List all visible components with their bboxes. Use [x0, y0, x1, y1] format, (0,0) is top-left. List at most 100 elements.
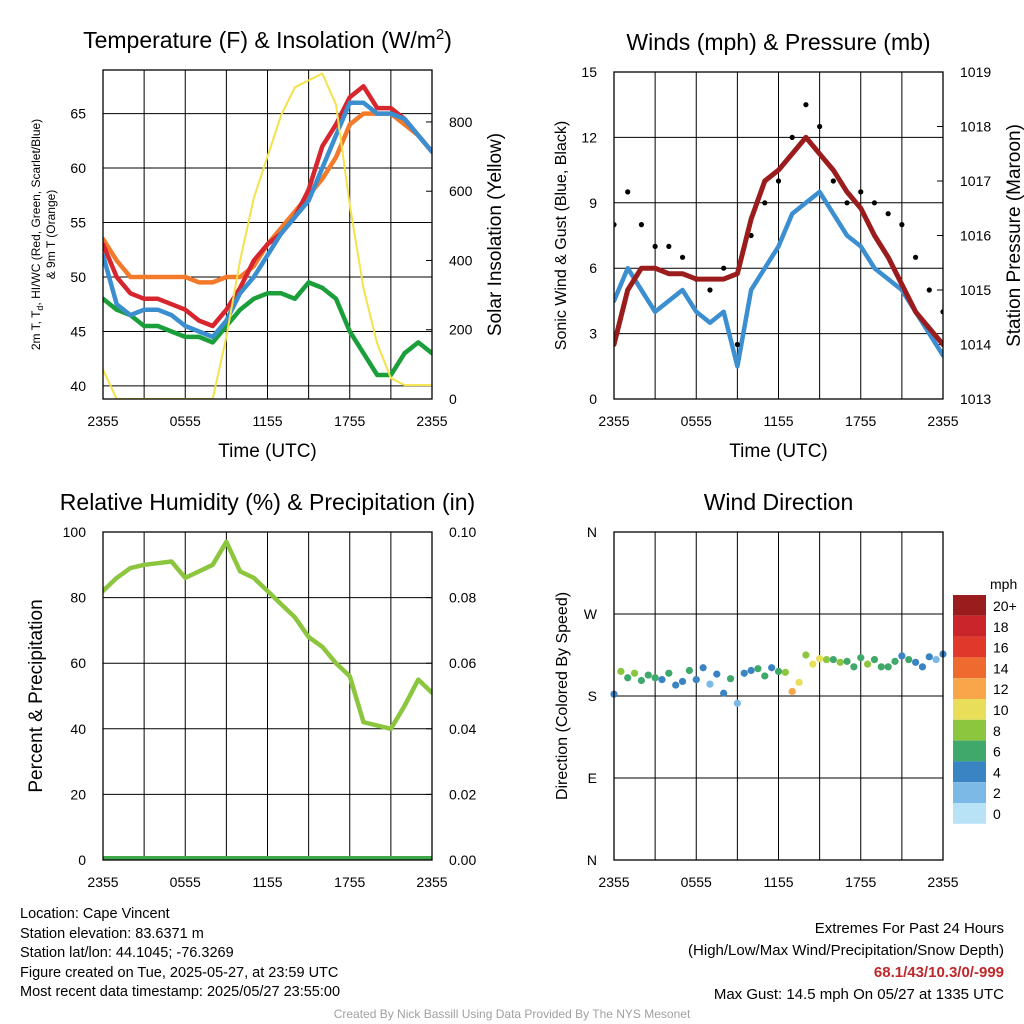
y2-axis-label: Solar Insolation (Yellow)	[485, 133, 506, 336]
y-tick-label: 9	[589, 195, 597, 211]
wind-direction-point	[644, 671, 652, 679]
gust-point	[666, 243, 672, 249]
legend-swatch	[953, 615, 986, 637]
extremes-title: Extremes For Past 24 Hours	[814, 920, 1004, 937]
figure-created: Figure created on Tue, 2025-05-27, at 23…	[20, 964, 339, 981]
wind-direction-point	[850, 663, 858, 671]
y-axis-label-line2: & 9m T (Orange)	[44, 190, 58, 280]
y2-tick-label: 0.00	[449, 852, 476, 868]
series-line	[103, 72, 432, 399]
series-group	[103, 72, 432, 399]
y2-tick-label: 600	[449, 183, 473, 199]
gust-point	[721, 265, 727, 271]
wind-direction-point	[809, 660, 817, 668]
wind-direction-point	[816, 655, 824, 663]
wind-direction-point	[843, 657, 851, 665]
y2-tick-label: 0.08	[449, 590, 476, 606]
wind-direction-point	[802, 651, 810, 659]
wind-direction-point	[836, 658, 844, 666]
y-axis-label: Sonic Wind & Gust (Blue, Black)	[553, 121, 570, 350]
extremes-values: 68.1/43/10.3/0/-999	[873, 964, 1004, 981]
extremes-info: Extremes For Past 24 Hours (High/Low/Max…	[688, 918, 1004, 1006]
wind-direction-point	[658, 676, 666, 684]
gust-point	[775, 178, 782, 184]
wind-direction-point	[720, 689, 728, 697]
y-axis-label: 2m T, Td, HI/WC (Red, Green, Scarlet/Blu…	[29, 119, 45, 350]
plot-frame	[102, 69, 433, 400]
legend-swatch	[953, 761, 986, 783]
wind-direction-point	[925, 653, 933, 661]
y-tick-label: 3	[589, 326, 597, 342]
gust-point	[899, 222, 905, 228]
gust-point	[830, 178, 836, 184]
legend-swatch	[953, 657, 986, 679]
wind-direction-point	[617, 667, 625, 676]
gust-point	[912, 254, 919, 260]
wind-direction-point	[665, 669, 673, 677]
wind-direction-point	[877, 663, 885, 671]
recent-timestamp: Most recent data timestamp: 2025/05/27 2…	[20, 984, 341, 1000]
chart-title: Relative Humidity (%) & Precipitation (i…	[60, 489, 475, 515]
plot-frame	[613, 531, 944, 861]
wind-direction-point	[637, 676, 646, 685]
y2-tick-label: 0	[449, 391, 457, 407]
y-tick-label: N	[587, 524, 597, 540]
wind-line	[614, 189, 943, 369]
gust-point	[817, 123, 823, 130]
legend-label: 14	[993, 660, 1009, 676]
y2-tick-label: 400	[449, 252, 473, 268]
wind-direction-point	[774, 667, 783, 676]
x-tick-label: 0555	[170, 874, 201, 890]
x-tick-label: 1155	[252, 413, 282, 429]
wind-direction-point	[740, 669, 748, 677]
y-tick-label: S	[588, 688, 597, 704]
wind-direction-point	[905, 655, 913, 664]
y2-tick-label: 0.02	[449, 786, 476, 802]
gust-point	[679, 254, 686, 260]
wind-direction-point	[857, 654, 865, 662]
legend-swatch	[953, 699, 986, 720]
wind-direction-point	[761, 672, 769, 680]
legend-label: 20+	[993, 598, 1017, 614]
legend-swatch	[953, 782, 986, 803]
y-tick-label: 50	[70, 269, 86, 285]
wind-direction-point	[795, 678, 803, 686]
y-tick-label: E	[588, 770, 597, 786]
gust-point	[789, 134, 795, 140]
x-tick-label: 2355	[416, 413, 447, 429]
y-tick-label: 20	[70, 786, 86, 802]
y-tick-label: 60	[70, 160, 86, 176]
x-tick-label: 2355	[927, 413, 958, 429]
series-line	[103, 280, 432, 378]
y-axis-label: Percent & Precipitation	[26, 599, 47, 792]
wind-direction-point	[672, 681, 680, 689]
wind-direction-point	[932, 655, 940, 664]
station-elevation: Station elevation: 83.6371 m	[20, 925, 204, 942]
gust-point	[762, 200, 768, 206]
winds-panel: 2355 0555 1155 1755 2355 Winds (mph) & Pressu…	[553, 29, 1024, 462]
y2-tick-label: 0.10	[449, 524, 476, 540]
wind-direction-point	[685, 666, 693, 675]
humidity-panel: 2355 0555 1155 1755 2355 Relative Humidity (%…	[26, 489, 476, 890]
wind-direction-point	[864, 660, 872, 668]
wind-direction-point	[884, 663, 892, 671]
x-tick-label: 0555	[681, 413, 712, 429]
series-line	[103, 84, 432, 329]
y-tick-label: N	[587, 852, 597, 868]
legend-title: mph	[990, 576, 1017, 592]
gust-point	[638, 222, 645, 228]
wind-direction-point	[781, 668, 789, 676]
x-tick-label: 2355	[598, 413, 629, 429]
y2-tick-label: 0.04	[449, 721, 476, 737]
extremes-subtitle: (High/Low/Max Wind/Precipitation/Snow De…	[688, 942, 1004, 959]
legend-label: 10	[993, 702, 1009, 718]
wind-direction-point	[891, 657, 899, 665]
y-tick-label: 6	[589, 260, 597, 276]
y2-tick-label: 0.06	[449, 655, 476, 671]
station-info: Location: Cape Vincent Station elevation…	[20, 905, 340, 1003]
gust-point	[707, 287, 713, 293]
y-tick-label: 80	[70, 590, 86, 606]
gust-point	[803, 102, 809, 108]
wind-direction-point	[829, 655, 837, 664]
